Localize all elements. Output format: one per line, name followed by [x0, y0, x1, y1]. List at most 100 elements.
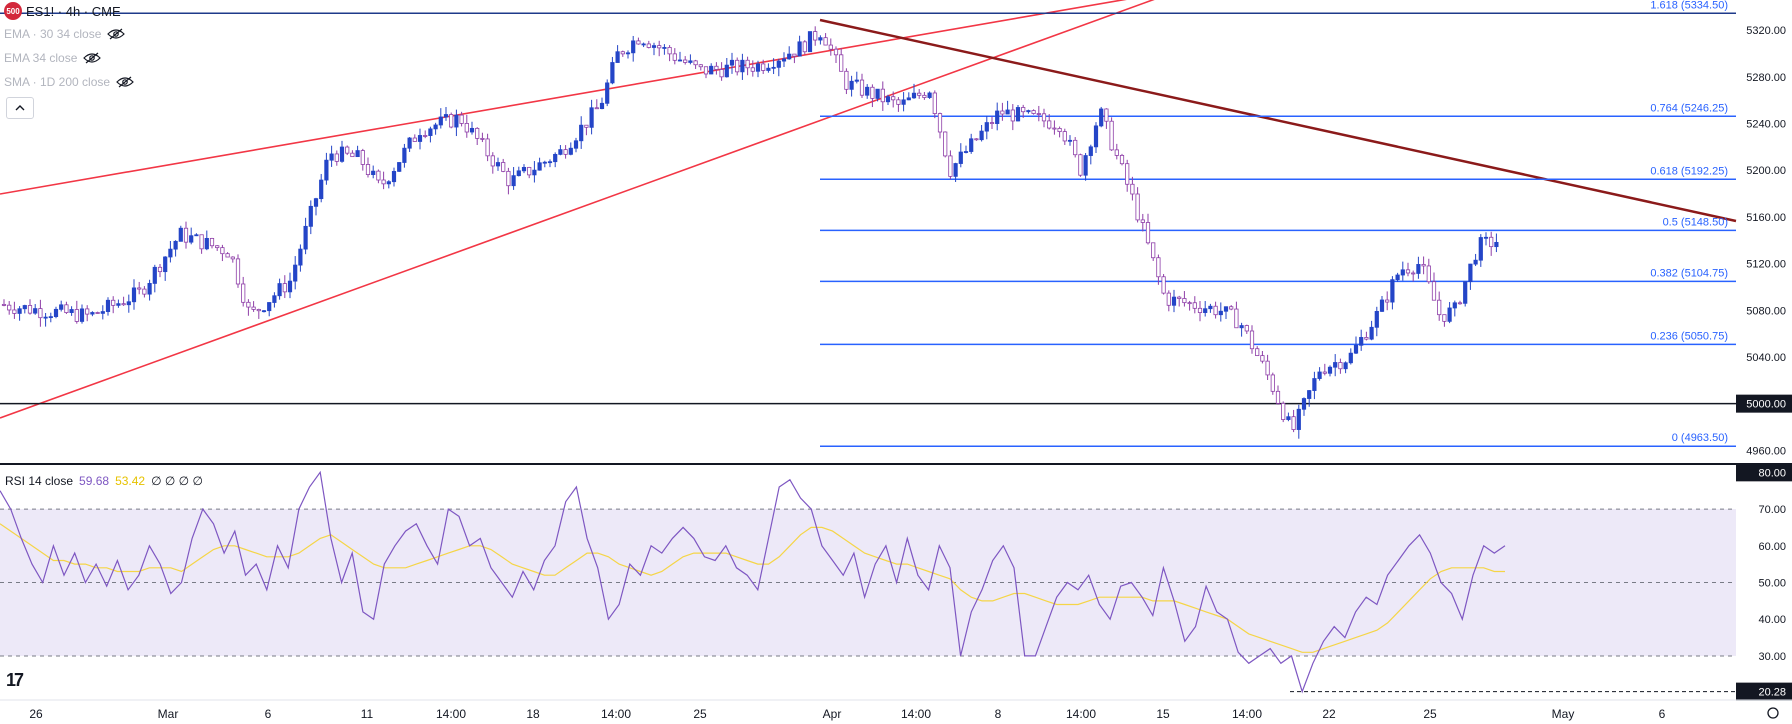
candle-body [1151, 242, 1156, 259]
contract-badge: 500 [4, 2, 22, 20]
price-axis-label: 5320.00 [1746, 25, 1786, 37]
candle-body [875, 88, 880, 99]
candle-body [1218, 310, 1223, 316]
candle-body [1145, 222, 1151, 244]
candle-body [90, 312, 95, 315]
candle-body [1296, 408, 1301, 430]
rsi-axis-label: 40.00 [1758, 614, 1786, 626]
candle-body [859, 79, 865, 96]
candle-body [511, 175, 516, 187]
candle-body [1161, 276, 1166, 294]
settings-gear-icon[interactable] [1767, 707, 1779, 719]
candle-body [1405, 269, 1411, 274]
candle-body [766, 67, 771, 71]
candle-body [272, 295, 277, 303]
candle-body [220, 247, 225, 255]
candle-body [922, 94, 927, 98]
candle-body [1192, 302, 1197, 309]
candle-body [7, 304, 12, 311]
candle-body [969, 138, 974, 152]
candle-body [428, 128, 433, 136]
candle-body [813, 31, 818, 41]
candle-body [48, 316, 53, 319]
candle-body [1255, 348, 1260, 357]
price-axis-label: 5280.00 [1746, 72, 1786, 84]
candle-body [979, 130, 984, 141]
time-axis-label: 8 [995, 707, 1002, 721]
candle-body [605, 82, 610, 104]
candle-body [235, 258, 241, 285]
eye-off-icon[interactable] [107, 28, 126, 40]
candle-body [1400, 269, 1405, 276]
fib-level-label: 0.618 (5192.25) [1650, 165, 1728, 177]
indicator-ema-30[interactable]: EMA · 30 34 close [4, 27, 126, 41]
candle-body [646, 43, 651, 48]
candle-body [1130, 183, 1135, 195]
candle-body [485, 138, 490, 157]
rsi-tag-80 [1736, 463, 1792, 482]
indicator-ema-34[interactable]: EMA 34 close [4, 51, 102, 65]
candle-body [797, 41, 802, 57]
candle-body [355, 150, 360, 158]
time-axis-label: 14:00 [1066, 707, 1096, 721]
candle-body [1140, 219, 1145, 223]
symbol-title[interactable]: ES1! · 4h · CME [26, 3, 121, 19]
tradingview-logo[interactable]: 17 [6, 670, 24, 690]
candle-body [667, 47, 672, 55]
candle-body [116, 303, 121, 306]
fib-level-label: 0.382 (5104.75) [1650, 267, 1728, 279]
rsi-title: RSI 14 close [5, 474, 74, 488]
candle-body [79, 308, 85, 322]
candle-body [807, 31, 813, 53]
time-axis-label: 15 [1156, 707, 1170, 721]
price-axis-label: 5080.00 [1746, 305, 1786, 317]
candle-body [818, 37, 823, 41]
candle-body [1426, 265, 1431, 283]
candle-body [698, 64, 703, 68]
candle-body [1005, 109, 1010, 115]
candle-body [896, 99, 901, 105]
candle-body [625, 52, 631, 55]
candle-body [251, 306, 256, 310]
candle-body [1114, 149, 1119, 156]
rsi-axis-label: 70.00 [1758, 504, 1786, 516]
candle-body [1343, 362, 1348, 370]
rsi-ma-value: 53.42 [115, 474, 146, 488]
indicator-sma-200[interactable]: SMA · 1D 200 close [4, 75, 134, 89]
candle-body [1374, 310, 1379, 328]
trendline [819, 18, 1737, 223]
candle-body [402, 147, 407, 163]
candle-body [126, 301, 131, 306]
candle-body [745, 59, 750, 69]
collapse-legend-button[interactable] [6, 97, 34, 119]
candle-body [948, 155, 953, 177]
candle-body [989, 122, 995, 124]
candle-body [542, 161, 547, 164]
candle-body [1431, 281, 1437, 301]
candle-body [927, 92, 932, 98]
candle-body [516, 170, 521, 177]
candle-body [750, 67, 755, 72]
candle-body [464, 123, 469, 133]
price-axis-label: 5160.00 [1746, 212, 1786, 224]
candle-body [163, 256, 168, 273]
candle-body [100, 311, 105, 314]
candle-body [27, 305, 33, 314]
rsi-legend[interactable]: RSI 14 close 59.68 53.42 ∅ ∅ ∅ ∅ [5, 474, 203, 488]
candle-body [1411, 272, 1416, 275]
time-axis-label: 6 [1659, 707, 1666, 721]
candle-body [527, 166, 532, 176]
eye-off-icon[interactable] [83, 52, 102, 64]
candle-body [714, 65, 719, 70]
candle-body [1260, 355, 1265, 362]
channel-upper-line [0, 0, 1127, 195]
eye-off-icon[interactable] [116, 76, 134, 88]
rsi-axis-label: 30.00 [1758, 651, 1786, 663]
fib-level-label: 1.618 (5334.50) [1650, 0, 1728, 11]
candle-body [95, 312, 100, 314]
candle-body [1057, 128, 1062, 132]
candle-body [1208, 305, 1213, 310]
candle-body [620, 51, 625, 55]
candle-body [547, 161, 553, 164]
